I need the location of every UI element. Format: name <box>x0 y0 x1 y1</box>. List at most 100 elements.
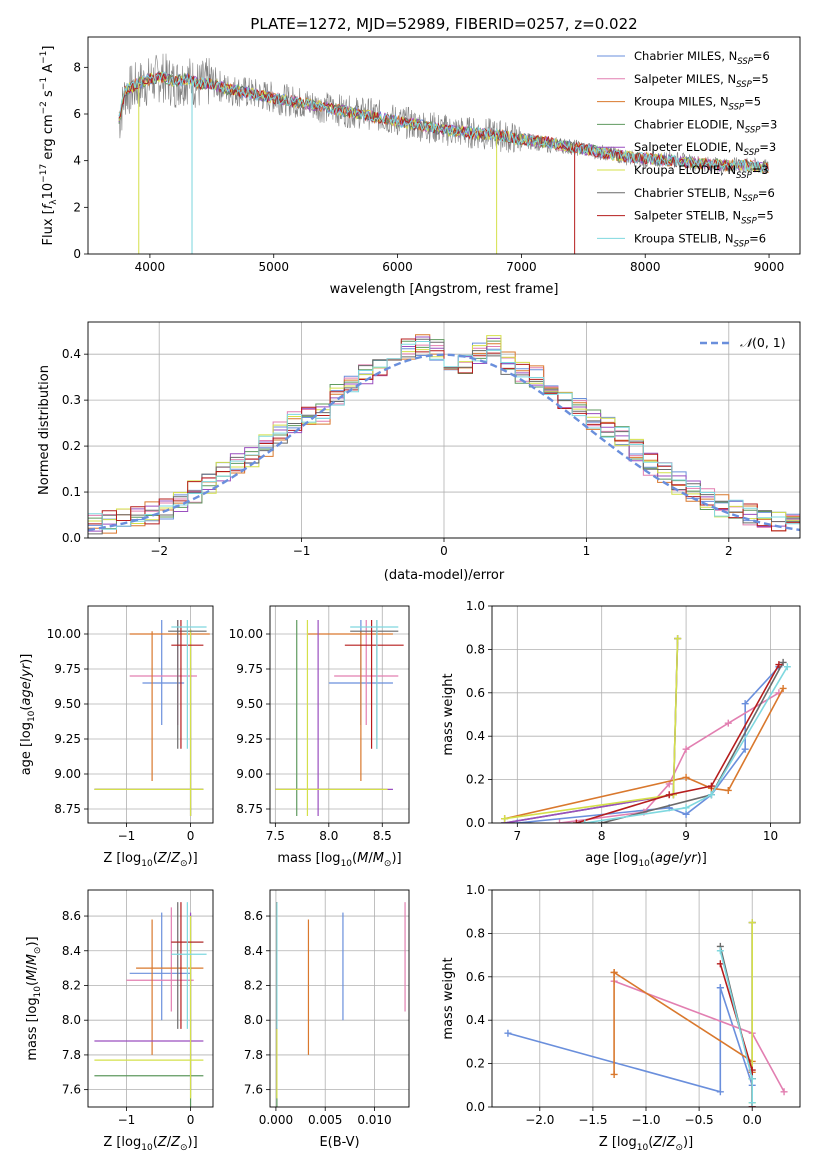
y-tick-label: 8.6 <box>62 909 81 923</box>
x-tick-label: 9000 <box>754 260 785 274</box>
y-tick-label: 8.0 <box>62 1013 81 1027</box>
x-tick-label: 6000 <box>382 260 413 274</box>
panel-age-vs-mass: 7.5 8.0 8.5 8.75 9.00 9.25 9.50 9.75 10.00 mass [… <box>229 605 410 869</box>
y-tick-label: 0.2 <box>62 439 81 453</box>
massweight-marker-cyan <box>707 791 715 799</box>
y-axis-label: mass weight <box>441 957 456 1039</box>
model-spectrum-red <box>118 72 769 174</box>
errorbar-plot-area <box>94 902 207 1107</box>
y-tick-label: 6 <box>73 107 81 121</box>
legend-label: Kroupa STELIB, NSSP=6 <box>634 231 766 249</box>
massweight-marker-blue <box>716 984 724 992</box>
massweight-marker-cyan <box>783 663 791 671</box>
y-tick-label: 10.00 <box>47 627 81 641</box>
y-tick-label: 9.75 <box>54 662 81 676</box>
massweight-marker-blue <box>504 1029 512 1037</box>
histogram-plot-area <box>88 334 800 535</box>
x-tick-label: 0.010 <box>357 1113 391 1127</box>
x-tick-label: 10 <box>763 829 778 843</box>
x-axis-label: (data-model)/error <box>384 568 505 583</box>
y-axis-label: age [log10(age/yr)] <box>19 654 37 776</box>
y-axis-label: Normed distribution <box>37 365 52 495</box>
x-tick-label: 0.000 <box>259 1113 293 1127</box>
massweight-marker-cyan <box>581 819 589 823</box>
massweight-marker-orange <box>779 684 787 692</box>
x-tick-label: 8 <box>598 829 606 843</box>
massweight-marker-pink <box>724 719 732 727</box>
massweight-line-yellow <box>504 638 679 820</box>
x-tick-label: 0 <box>440 544 448 558</box>
y-tick-label: 0.8 <box>466 642 485 656</box>
massweight-marker-red <box>716 960 724 968</box>
y-tick-label: 9.50 <box>236 697 263 711</box>
y-tick-label: 0.1 <box>62 485 81 499</box>
y-tick-label: 9.00 <box>236 767 263 781</box>
x-tick-label: 1 <box>583 544 591 558</box>
y-axis-label: mass weight <box>441 673 456 755</box>
histogram-cyan <box>88 341 800 530</box>
y-tick-label: 4 <box>73 154 81 168</box>
x-tick-label: 7 <box>513 829 521 843</box>
y-tick-label: 10.00 <box>229 627 263 641</box>
massweight-marker-red <box>665 791 673 799</box>
y-tick-label: 9.25 <box>236 732 263 746</box>
x-tick-label: −2.0 <box>525 1113 554 1127</box>
axes-frame <box>87 36 801 255</box>
x-axis-label: E(B-V) <box>319 1135 359 1150</box>
legend: Chabrier MILES, NSSP=6 Salpeter MILES, NS… <box>597 49 777 249</box>
y-tick-label: 0.2 <box>466 1057 485 1071</box>
y-tick-label: 9.50 <box>54 697 81 711</box>
legend-label: Salpeter MILES, NSSP=5 <box>634 72 769 90</box>
panel-age-vs-Z: −1 0 8.75 9.00 9.25 9.50 9.75 10.00 Z [log10(Z/Z… <box>19 605 214 869</box>
x-tick-label: −1 <box>118 829 136 843</box>
x-tick-label: 5000 <box>258 260 289 274</box>
massweight-marker-orange <box>724 786 732 794</box>
axes-frame <box>491 605 801 824</box>
massweight-marker-cyan <box>748 1099 756 1107</box>
legend-label: Chabrier ELODIE, NSSP=3 <box>634 117 777 135</box>
massweight-marker-yellow <box>501 815 509 823</box>
y-tick-label: 0.8 <box>466 926 485 940</box>
massweight-marker-orange <box>610 968 618 976</box>
massweight-marker-red <box>707 782 715 790</box>
y-tick-label: 2 <box>73 200 81 214</box>
legend-label: Chabrier MILES, NSSP=6 <box>634 49 770 67</box>
y-tick-label: 0.4 <box>466 1013 485 1027</box>
y-tick-label: 1.0 <box>466 883 485 897</box>
y-tick-label: 8 <box>73 60 81 74</box>
y-tick-label: 8.75 <box>54 802 81 816</box>
y-tick-label: 9.00 <box>54 767 81 781</box>
y-tick-label: 8.75 <box>236 802 263 816</box>
y-tick-label: 0.4 <box>466 729 485 743</box>
massweight-line-blue <box>507 987 753 1107</box>
y-tick-label: 9.75 <box>236 662 263 676</box>
massweight-marker-cyan <box>682 804 690 812</box>
x-tick-label: 9 <box>682 829 690 843</box>
y-tick-label: 0.6 <box>466 686 485 700</box>
legend-label: Salpeter STELIB, NSSP=5 <box>634 209 774 227</box>
x-tick-label: 7.5 <box>266 829 285 843</box>
y-tick-label: 8.2 <box>62 978 81 992</box>
panel-residuals: −2 −1 0 1 2 0.0 0.1 0.2 0.3 0.4 (data-model)/error… <box>37 321 801 583</box>
x-tick-label: 0 <box>187 829 195 843</box>
x-tick-label: 8.5 <box>373 829 392 843</box>
y-tick-label: 0.2 <box>466 773 485 787</box>
panel-mass-vs-Z: −1 0 7.6 7.8 8.0 8.2 8.4 8.6 Z [log10(Z/Z⊙)] mass… <box>25 889 214 1153</box>
massweight-line-pink <box>559 692 780 823</box>
x-tick-label: 8000 <box>630 260 661 274</box>
massweight-line-gray <box>601 662 784 823</box>
x-axis-label: Z [log10(Z/Z⊙)] <box>103 1135 197 1153</box>
y-tick-label: 9.25 <box>54 732 81 746</box>
x-tick-label: −1 <box>118 1113 136 1127</box>
massweight-marker-blue <box>741 700 749 708</box>
x-tick-label: −0.5 <box>685 1113 714 1127</box>
y-tick-label: 8.4 <box>244 944 263 958</box>
massweight-marker-pink <box>780 1088 788 1096</box>
x-tick-label: 0 <box>187 1113 195 1127</box>
massweight-line-green <box>504 638 679 823</box>
y-tick-label: 0.0 <box>466 816 485 830</box>
panel-massweight-vs-age: 7 8 9 10 0.0 0.2 0.4 0.6 0.8 1.0 age [log10(age/yr… <box>441 599 801 869</box>
massweight-marker-gray <box>779 658 787 666</box>
y-tick-label: 7.6 <box>62 1083 81 1097</box>
